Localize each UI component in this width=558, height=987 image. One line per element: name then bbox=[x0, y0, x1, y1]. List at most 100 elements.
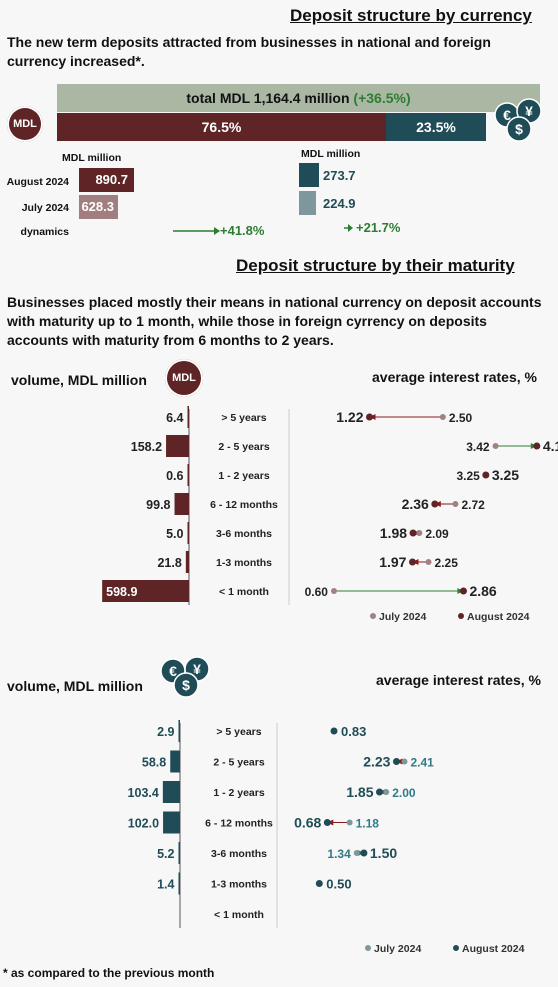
svg-text:$: $ bbox=[515, 121, 523, 137]
category-label: 3-6 months bbox=[211, 848, 267, 860]
volume-value: 102.0 bbox=[128, 817, 159, 831]
category-label: 1-3 months bbox=[211, 879, 267, 891]
fx-july-bar bbox=[299, 191, 316, 215]
july-rate-dot bbox=[383, 789, 390, 795]
category-label: 2 - 5 years bbox=[213, 757, 265, 769]
fx-july-value: 224.9 bbox=[323, 196, 356, 211]
volume-value: 103.4 bbox=[128, 786, 159, 800]
fx-unit-label: MDL million bbox=[301, 148, 361, 160]
fx-coins-icon-2: € ¥ $ bbox=[160, 656, 210, 698]
legend-july-label: July 2024 bbox=[374, 943, 421, 955]
total-label-row: total MDL 1,164.4 million (+36.5%) bbox=[57, 90, 540, 106]
volume-value: 5.0 bbox=[166, 527, 183, 541]
august-rate-label: 3.25 bbox=[492, 467, 519, 483]
legend-july-dot bbox=[370, 613, 376, 619]
july-rate-dot bbox=[416, 530, 423, 536]
category-label: 3-6 months bbox=[216, 528, 272, 540]
volume-bar bbox=[187, 522, 189, 544]
august-rate-label: 1.22 bbox=[336, 409, 363, 425]
july-rate-dot bbox=[346, 819, 353, 826]
svg-text:¥: ¥ bbox=[525, 103, 533, 119]
volume-value: 6.4 bbox=[166, 411, 183, 425]
legend-august-label: August 2024 bbox=[462, 943, 525, 955]
august-rate-label: 0.50 bbox=[326, 877, 351, 892]
volume-bar bbox=[185, 551, 189, 573]
mdl-volume-title: volume, MDL million bbox=[11, 372, 147, 388]
july-rate-label: 0.60 bbox=[305, 585, 329, 599]
august-rate-label: 2.86 bbox=[469, 583, 496, 599]
mdl-share-bar: 76.5% bbox=[57, 113, 386, 141]
august-rate-label: 2.23 bbox=[363, 754, 390, 770]
volume-value: 2.9 bbox=[157, 725, 174, 739]
august-rate-dot bbox=[482, 471, 490, 479]
volume-bar bbox=[102, 580, 189, 602]
august-rate-dot bbox=[366, 413, 374, 421]
volume-value: 598.9 bbox=[106, 585, 137, 599]
july-rate-label: 2.00 bbox=[392, 786, 416, 800]
legend-july-label: July 2024 bbox=[379, 611, 426, 623]
july-rate-label: 2.25 bbox=[435, 556, 459, 570]
fx-august-value: 273.7 bbox=[323, 168, 356, 183]
volume-value: 21.8 bbox=[157, 556, 181, 570]
fx-august-bar bbox=[299, 163, 319, 187]
category-label: 6 - 12 months bbox=[205, 818, 273, 830]
category-label: 6 - 12 months bbox=[210, 499, 278, 511]
legend-august-label: August 2024 bbox=[467, 611, 530, 623]
svg-text:€: € bbox=[169, 663, 177, 679]
august-rate-label: 1.85 bbox=[346, 784, 373, 800]
july-rate-dot bbox=[439, 414, 446, 420]
august-rate-dot bbox=[360, 849, 368, 857]
july-rate-dot bbox=[330, 588, 337, 594]
july-rate-label: 2.50 bbox=[449, 411, 473, 425]
volume-value: 99.8 bbox=[146, 498, 170, 512]
july-rate-label: 3.42 bbox=[466, 440, 490, 454]
volume-value: 158.2 bbox=[131, 440, 162, 454]
maturity-lead: Businesses placed mostly their means in … bbox=[7, 294, 542, 348]
volume-bar bbox=[178, 720, 180, 742]
legend-july-dot bbox=[365, 945, 371, 951]
mdl-coin-icon-2: MDL bbox=[165, 359, 203, 397]
august-rate-label: 1.50 bbox=[370, 845, 397, 861]
august-rate-label: 0.83 bbox=[341, 724, 366, 739]
volume-bar bbox=[187, 406, 189, 428]
dynamics-arrows bbox=[173, 224, 353, 235]
mdl-coin-icon: MDL bbox=[7, 106, 43, 142]
fx-rates-title: average interest rates, % bbox=[376, 672, 541, 688]
august-rate-label: 4.14 bbox=[543, 438, 558, 454]
volume-value: 5.2 bbox=[157, 847, 174, 861]
july-rate-label: 2.72 bbox=[461, 498, 485, 512]
volume-bar bbox=[163, 811, 180, 834]
august-rate-dot bbox=[323, 819, 331, 826]
august-rate-label: 1.98 bbox=[380, 525, 407, 541]
august-rate-dot bbox=[376, 788, 384, 796]
august-rate-dot bbox=[533, 442, 541, 450]
august-rate-label: 0.68 bbox=[294, 815, 321, 831]
volume-bar bbox=[174, 493, 189, 515]
total-change: (+36.5%) bbox=[353, 90, 411, 106]
fx-share-bar: 23.5% bbox=[386, 113, 486, 141]
category-label: 1 - 2 years bbox=[218, 470, 270, 482]
svg-text:€: € bbox=[503, 107, 511, 123]
july-rate-dot bbox=[425, 559, 432, 565]
july-rate-label: 2.09 bbox=[425, 527, 449, 541]
august-rate-dot bbox=[409, 529, 417, 537]
volume-bar bbox=[170, 750, 180, 773]
category-label: 2 - 5 years bbox=[218, 441, 270, 453]
category-label: < 1 month bbox=[214, 909, 264, 921]
total-bar bbox=[57, 84, 540, 112]
category-label: 1-3 months bbox=[216, 557, 272, 569]
july-rate-dot bbox=[492, 443, 499, 449]
august-rate-dot bbox=[408, 558, 416, 566]
mdl-august-bar: 890.7 bbox=[79, 168, 134, 192]
july-rate-dot bbox=[452, 501, 459, 507]
august-rate-dot bbox=[315, 880, 323, 887]
volume-bar bbox=[178, 872, 180, 895]
volume-bar bbox=[166, 435, 189, 457]
category-label: 1 - 2 years bbox=[213, 787, 265, 799]
july-rate-label: 2.41 bbox=[410, 756, 434, 770]
mdl-dynamics: +41.8% bbox=[220, 223, 265, 238]
row-label-july: July 2024 bbox=[21, 202, 69, 214]
mdl-july-bar: 628.3 bbox=[79, 195, 118, 219]
volume-bar bbox=[187, 464, 189, 486]
row-label-dynamics: dynamics bbox=[20, 226, 69, 238]
